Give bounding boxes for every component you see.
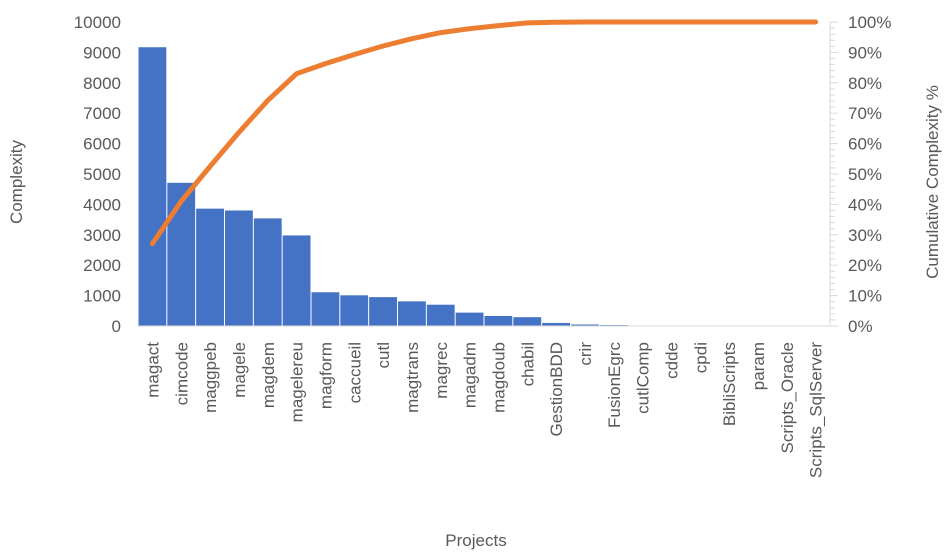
bar (311, 292, 340, 326)
y2-axis-ticks: 0% 10% 20% 30% 40% 50% 60% 70% 80% 90% 100% (848, 13, 891, 336)
x-tick-label: cdde (662, 342, 681, 379)
x-tick-label: magact (143, 342, 162, 398)
y2-tick-label: 50% (848, 165, 882, 184)
bar (340, 295, 369, 326)
right-axis (829, 21, 838, 327)
x-tick-label: magtrans (403, 342, 422, 413)
x-tick-label: magele (230, 342, 249, 398)
x-tick-label: BibliScripts (720, 342, 739, 426)
y-tick-label: 9000 (83, 43, 121, 62)
y2-tick-label: 70% (848, 104, 882, 123)
y-tick-label: 10000 (74, 13, 121, 32)
bar (426, 304, 455, 326)
y-tick-label: 4000 (83, 195, 121, 214)
x-tick-label: magelereu (288, 342, 307, 422)
bar (225, 210, 253, 326)
y2-tick-label: 80% (848, 74, 882, 93)
bar (369, 297, 397, 326)
x-tick-label: param (749, 342, 768, 390)
y-tick-label: 7000 (83, 104, 121, 123)
y2-axis-title: Cumulative Complexity % (923, 85, 942, 279)
cumulative-line (149, 19, 819, 247)
x-tick-label: GestionBDD (547, 342, 566, 436)
x-tick-label: cimcode (172, 342, 191, 405)
bar (455, 312, 484, 326)
y-tick-label: 2000 (83, 256, 121, 275)
x-tick-label: magadm (461, 342, 480, 408)
x-tick-label: magdoub (489, 342, 508, 413)
y2-tick-label: 60% (848, 135, 882, 154)
bar (167, 182, 196, 326)
y-axis-title: Complexity (7, 139, 26, 224)
y-tick-label: 8000 (83, 74, 121, 93)
bar (398, 301, 426, 326)
y2-tick-label: 90% (848, 43, 882, 62)
bar (484, 315, 513, 326)
y2-tick-label: 40% (848, 195, 882, 214)
y2-tick-label: 100% (848, 13, 891, 32)
x-tick-label: maggpeb (201, 342, 220, 413)
x-tick-label: crir (576, 342, 595, 366)
bar (542, 322, 570, 326)
y-tick-label: 0 (112, 317, 121, 336)
x-tick-label: Scripts_SqlServer (807, 342, 826, 478)
x-tick-label: magdem (259, 342, 278, 408)
x-tick-label: magrec (432, 342, 451, 399)
bar (253, 218, 282, 326)
y2-tick-label: 20% (848, 256, 882, 275)
bar (196, 208, 224, 326)
y2-tick-label: 30% (848, 226, 882, 245)
x-axis-ticks: magact cimcode maggpeb magele magdem magelere… (143, 342, 825, 479)
x-tick-label: chabil (518, 342, 537, 386)
y2-tick-label: 0% (848, 317, 873, 336)
x-tick-label: magform (316, 342, 335, 409)
bar (571, 324, 599, 326)
x-tick-label: FusionEgrc (605, 342, 624, 428)
x-axis-title: Projects (445, 531, 506, 550)
y-tick-label: 1000 (83, 287, 121, 306)
x-tick-label: cutl (374, 342, 393, 368)
x-tick-label: cutlComp (634, 342, 653, 414)
bar (282, 235, 311, 326)
x-tick-label: caccueil (345, 342, 364, 403)
y-tick-label: 5000 (83, 165, 121, 184)
y-tick-label: 6000 (83, 135, 121, 154)
y-tick-label: 3000 (83, 226, 121, 245)
bar (513, 317, 542, 326)
x-tick-label: cpdi (691, 342, 710, 373)
bar-series (138, 47, 830, 327)
y2-tick-label: 10% (848, 287, 882, 306)
bar (138, 47, 167, 327)
y-axis-ticks: 0 1000 2000 3000 4000 5000 6000 7000 8000 9000 100… (74, 13, 121, 336)
x-tick-label: Scripts_Oracle (778, 342, 797, 453)
